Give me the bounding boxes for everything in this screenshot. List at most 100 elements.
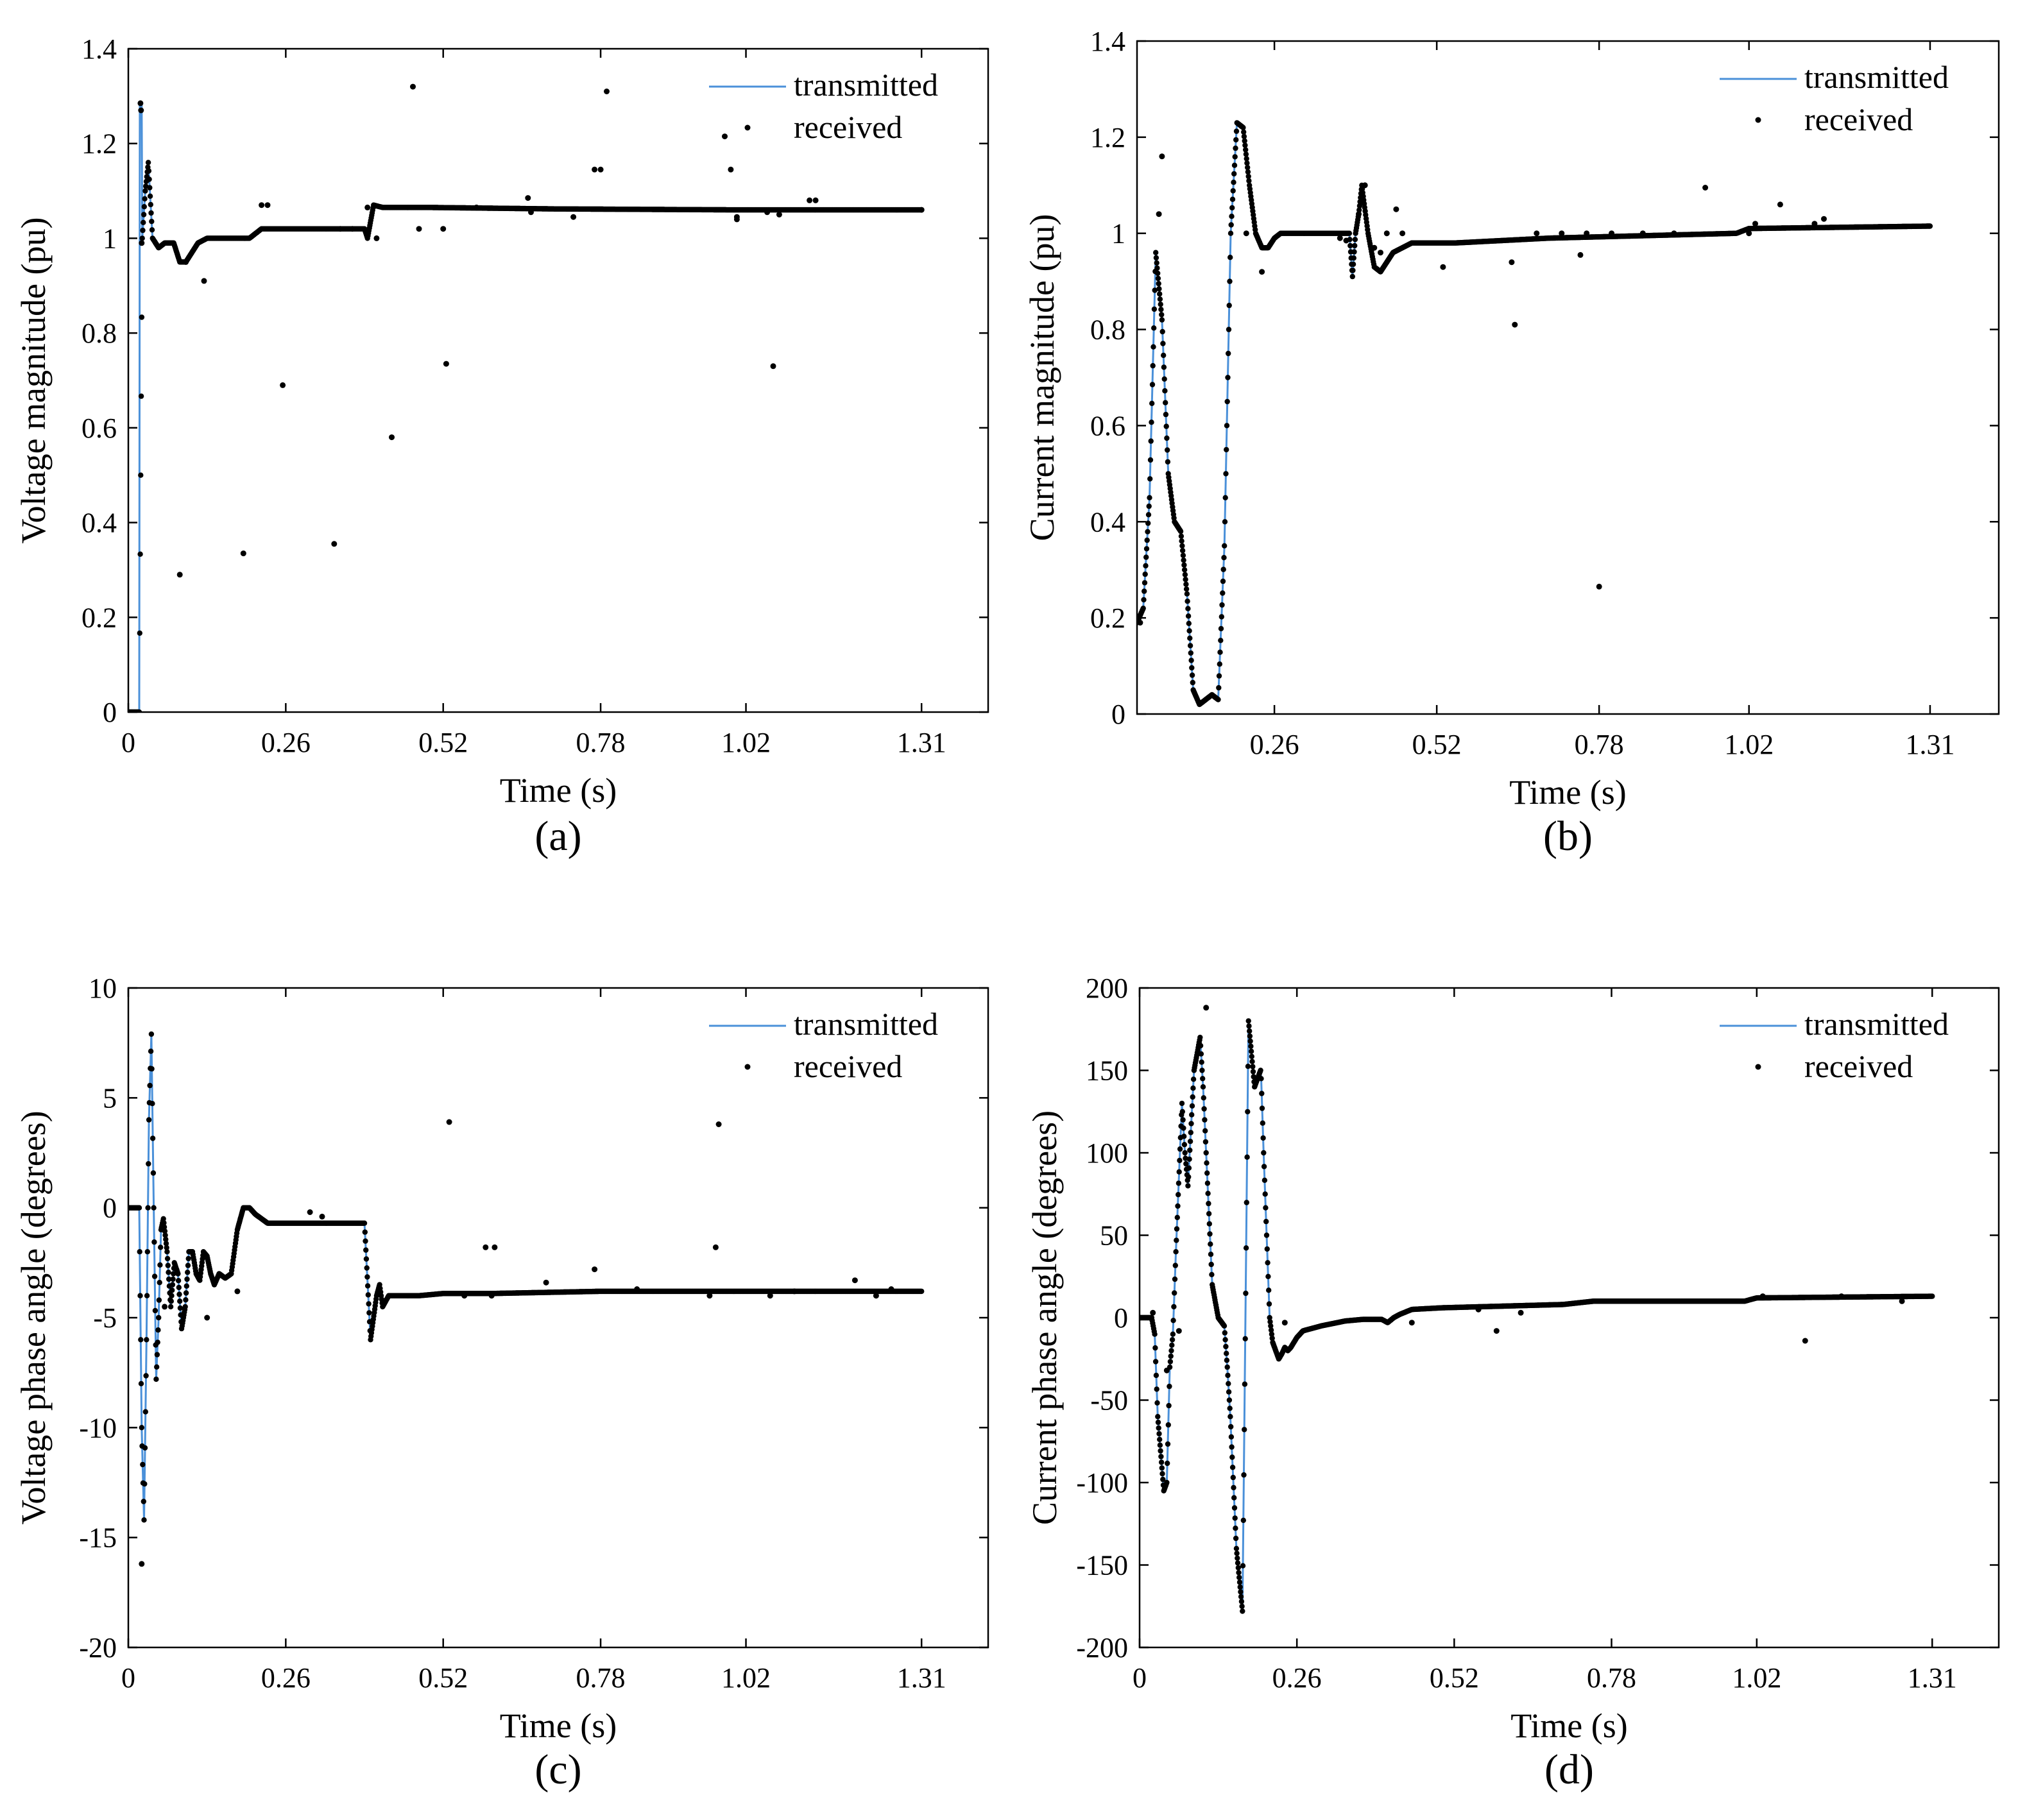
received-outlier-point: [525, 195, 531, 201]
received-outlier-point: [1362, 182, 1368, 189]
panel-caption: (b): [1543, 813, 1593, 860]
received-point: [1227, 230, 1234, 236]
received-outlier-point: [1137, 620, 1143, 626]
received-point: [1229, 214, 1235, 219]
received-point: [1190, 679, 1196, 686]
y-tick-label: 0: [1111, 699, 1125, 730]
received-point: [1178, 533, 1185, 539]
y-tick-label: 0.8: [81, 318, 117, 349]
x-tick-label: 0.52: [418, 727, 468, 758]
received-point: [185, 1263, 191, 1268]
received-point: [1242, 138, 1247, 144]
received-point: [137, 1293, 143, 1298]
received-point: [170, 1276, 176, 1282]
received-outlier-point: [1671, 230, 1677, 237]
received-outlier-point: [1378, 250, 1383, 256]
x-tick-label: 1.02: [721, 1662, 771, 1694]
received-point: [1153, 255, 1159, 260]
received-point: [1184, 591, 1190, 597]
received-point: [1161, 364, 1167, 370]
received-point: [1183, 586, 1190, 592]
received-point: [1163, 411, 1169, 418]
received-point: [1215, 697, 1221, 702]
received-point: [162, 1232, 168, 1238]
received-point: [142, 188, 148, 194]
received-point: [1245, 173, 1251, 180]
received-point: [158, 1245, 164, 1250]
received-point: [151, 1205, 157, 1211]
received-point: [1143, 563, 1149, 569]
received-outlier-point: [364, 204, 371, 210]
received-point: [184, 1276, 190, 1282]
received-point: [1147, 457, 1154, 463]
received-outlier-point: [1243, 230, 1249, 237]
received-point: [1156, 286, 1162, 292]
x-tick-label: 1.02: [721, 727, 771, 758]
received-point: [1222, 543, 1227, 549]
received-outlier-point: [1159, 153, 1165, 160]
received-point: [1927, 223, 1933, 229]
received-point: [147, 185, 153, 191]
received-point: [1229, 196, 1236, 202]
received-point: [1227, 278, 1233, 284]
received-point: [1177, 529, 1184, 534]
received-point: [364, 1274, 370, 1280]
received-point: [145, 160, 151, 166]
received-point: [168, 1298, 174, 1304]
x-axis-label: Time (s): [1509, 773, 1627, 812]
received-point: [1159, 317, 1165, 323]
y-tick-label: 0: [103, 1193, 117, 1224]
received-point: [1226, 350, 1231, 357]
received-point: [143, 1373, 149, 1379]
received-outlier-point: [733, 214, 740, 220]
received-point: [361, 1220, 368, 1226]
received-outlier-point: [416, 226, 422, 232]
received-point: [1150, 362, 1156, 369]
received-point: [1144, 537, 1150, 543]
received-point: [146, 176, 152, 182]
received-outlier-point: [1639, 230, 1646, 237]
received-point: [176, 1291, 182, 1297]
received-point: [1227, 255, 1233, 260]
received-point: [1219, 614, 1225, 620]
plot-area: [128, 1031, 925, 1567]
received-point: [1221, 555, 1227, 561]
received-outlier-point: [1371, 244, 1378, 251]
legend-received-label: received: [794, 109, 902, 145]
received-outlier-point: [728, 166, 734, 173]
received-point: [1243, 151, 1249, 157]
received-outlier-point: [331, 541, 338, 547]
received-point: [1187, 635, 1193, 641]
received-point: [1189, 672, 1195, 678]
panel-caption: (a): [535, 813, 581, 860]
received-point: [148, 210, 154, 216]
received-point: [1164, 435, 1170, 441]
x-tick-label: 0.78: [1575, 729, 1624, 760]
received-point: [1155, 270, 1161, 276]
received-point: [1158, 302, 1163, 307]
y-tick-label: 0.4: [1090, 506, 1125, 538]
received-point: [1244, 160, 1250, 166]
received-point: [1346, 230, 1353, 236]
y-tick-label: 0.8: [1090, 314, 1125, 346]
legend-received-swatch: [744, 124, 751, 131]
y-tick-label: -15: [79, 1522, 117, 1554]
received-point: [1143, 546, 1150, 552]
received-point: [145, 1205, 151, 1211]
received-point: [1149, 382, 1156, 387]
y-axis-label: Voltage phase angle (degrees): [14, 1110, 53, 1524]
x-axis-label: Time (s): [500, 771, 617, 810]
received-point: [147, 1082, 153, 1089]
received-point: [1188, 658, 1194, 663]
received-point: [169, 1288, 175, 1293]
received-point: [1350, 261, 1356, 268]
received-point: [1157, 291, 1163, 297]
received-outlier-point: [1702, 185, 1709, 191]
received-point: [1142, 571, 1148, 577]
received-point: [363, 1238, 368, 1244]
received-point: [1141, 597, 1147, 603]
y-tick-label: 1: [103, 223, 117, 254]
x-tick-label: 0.26: [261, 1662, 311, 1694]
y-tick-label: 0.6: [81, 412, 117, 444]
